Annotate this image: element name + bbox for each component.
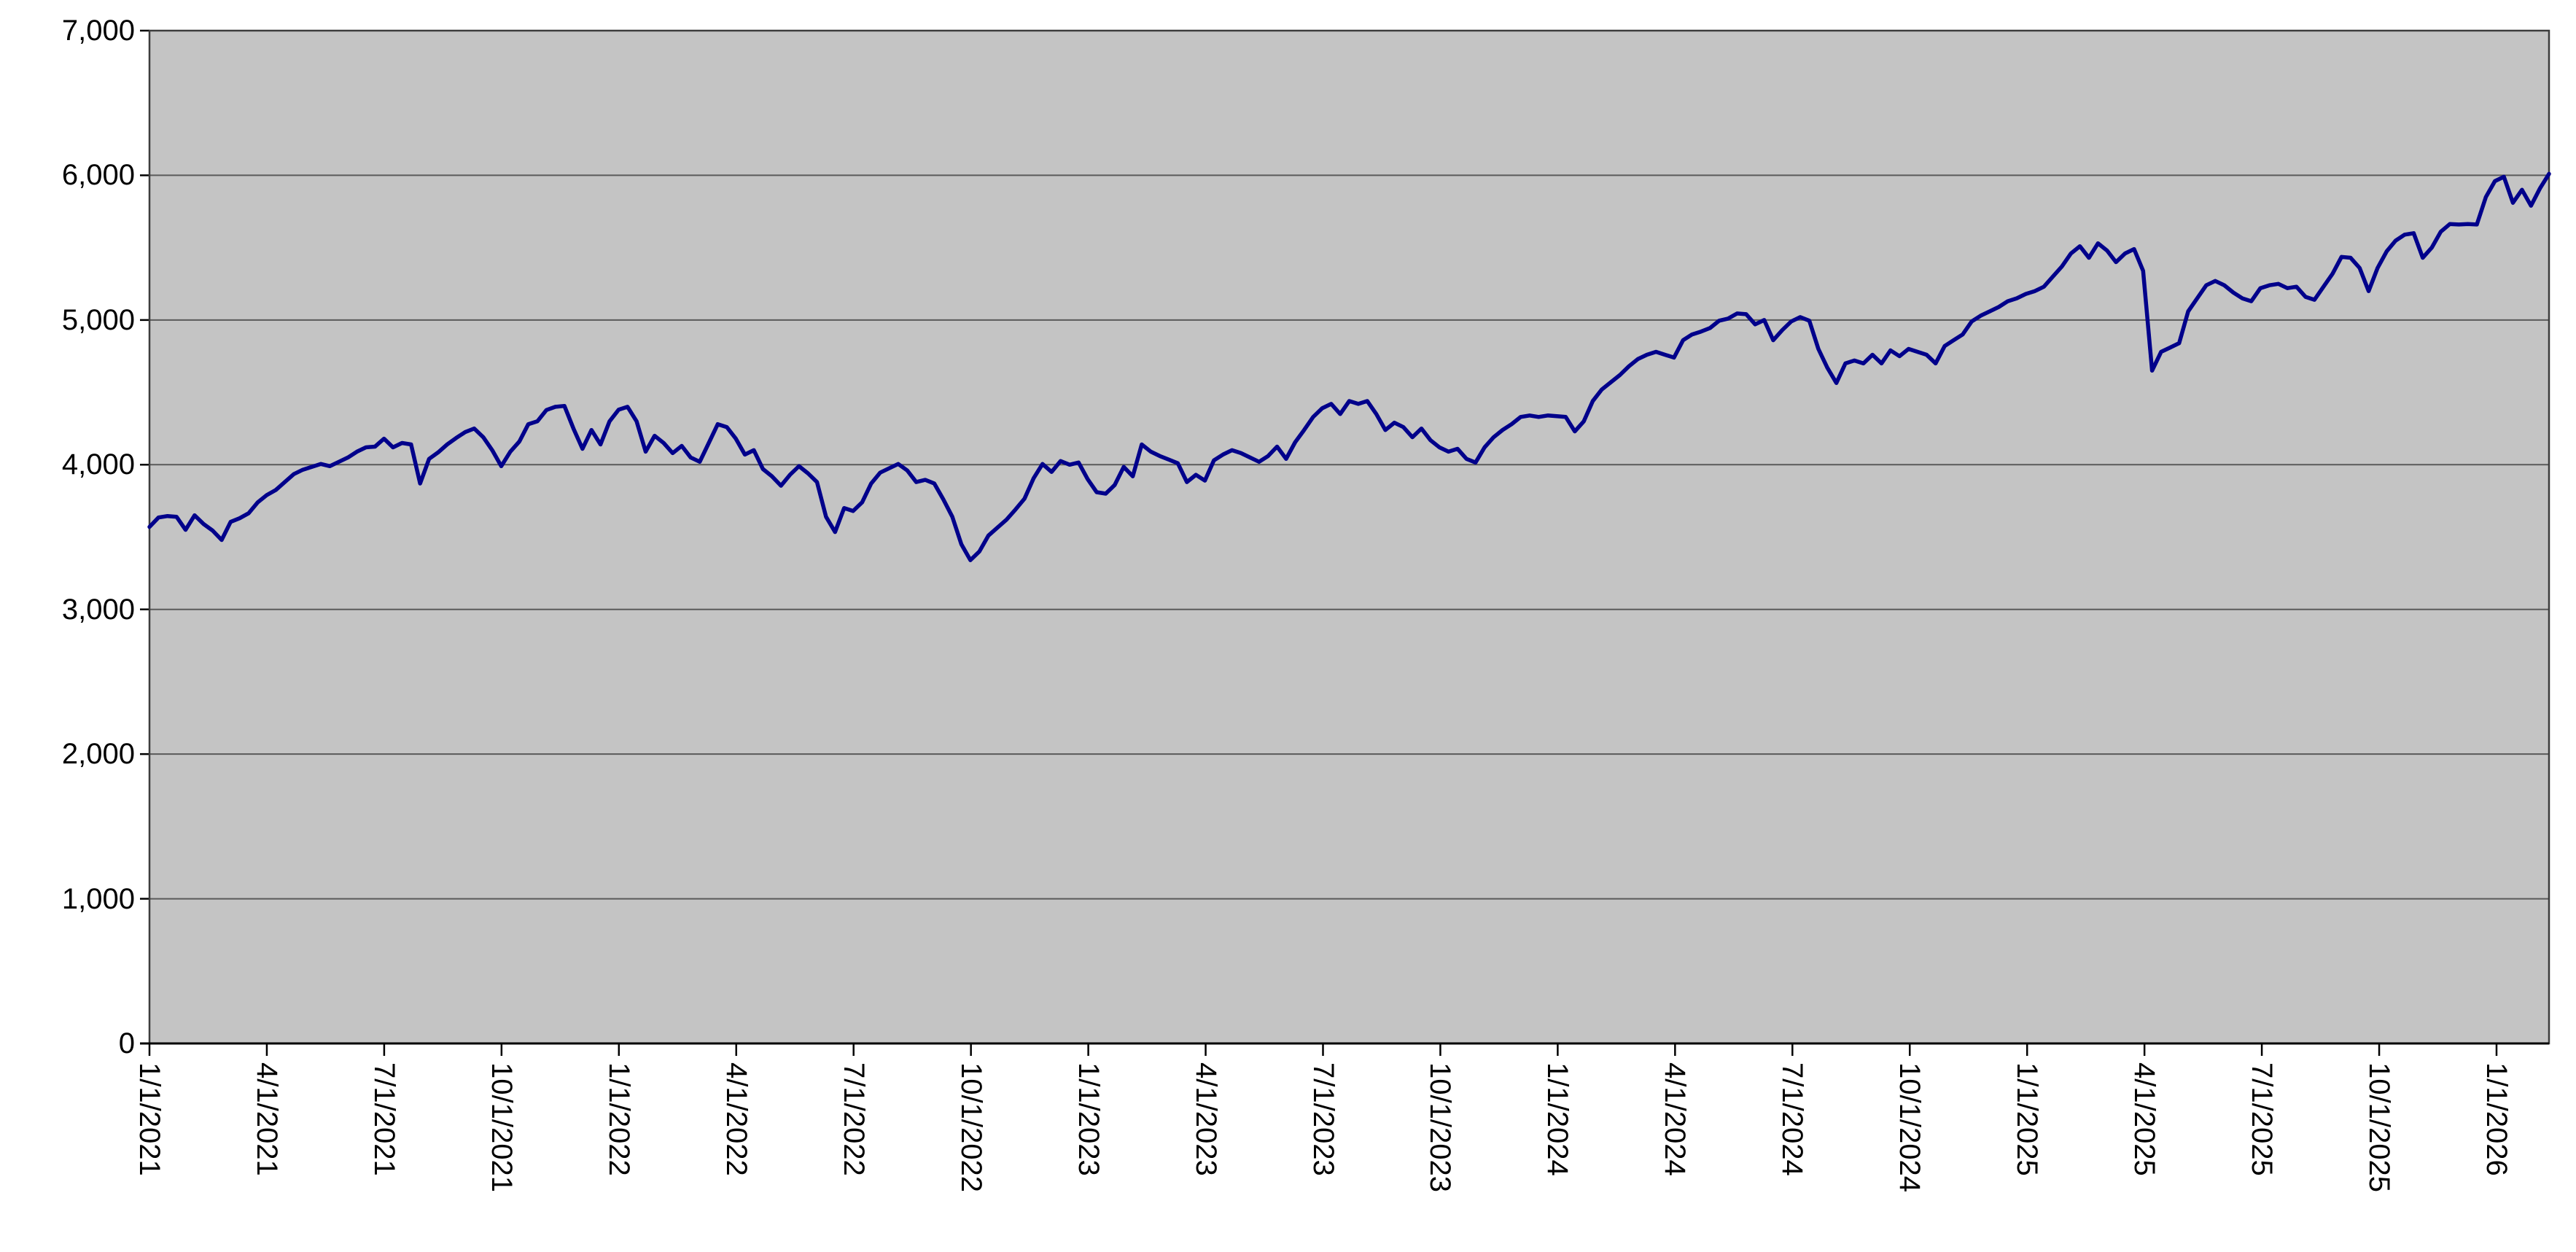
y-axis-tick-label: 3,000: [61, 593, 135, 626]
y-axis-tick-label: 0: [118, 1027, 135, 1059]
y-axis-tick-label: 5,000: [61, 303, 135, 336]
x-axis-tick-label: 7/1/2024: [1776, 1062, 1809, 1176]
y-axis-tick-label: 1,000: [61, 882, 135, 915]
x-axis-tick-label: 10/1/2025: [2363, 1062, 2396, 1192]
x-axis-tick-label: 10/1/2023: [1424, 1062, 1457, 1192]
x-axis-tick-label: 4/1/2024: [1659, 1062, 1692, 1176]
x-axis-tick-label: 1/1/2022: [602, 1062, 635, 1176]
x-axis-tick-label: 10/1/2022: [954, 1062, 987, 1192]
x-axis-tick-label: 10/1/2021: [485, 1062, 518, 1192]
price-line-series: [147, 171, 2551, 562]
x-axis-tick-label: 7/1/2022: [837, 1062, 870, 1176]
x-axis-tick-label: 10/1/2024: [1894, 1062, 1926, 1192]
x-axis-tick-label: 4/1/2022: [720, 1062, 752, 1176]
x-axis-tick-label: 1/1/2024: [1541, 1062, 1574, 1176]
plot-area: [149, 31, 2549, 1043]
y-axis-tick-label: 2,000: [61, 738, 135, 771]
y-axis-tick-label: 7,000: [61, 15, 135, 47]
x-axis-tick-label: 4/1/2021: [250, 1062, 283, 1176]
x-axis-tick-label: 1/1/2026: [2480, 1062, 2513, 1176]
x-axis-tick-label: 1/1/2021: [133, 1062, 166, 1176]
y-axis-tick-label: 4,000: [61, 448, 135, 481]
x-axis-tick-label: 7/1/2021: [367, 1062, 400, 1176]
x-axis-tick-label: 1/1/2025: [2011, 1062, 2044, 1176]
x-axis-tick-label: 4/1/2025: [2128, 1062, 2161, 1176]
x-axis-tick-label: 1/1/2023: [1072, 1062, 1105, 1176]
x-axis-tick-label: 7/1/2023: [1307, 1062, 1339, 1176]
y-axis-tick-label: 6,000: [61, 159, 135, 192]
x-axis-tick-label: 7/1/2025: [2246, 1062, 2279, 1176]
x-axis-tick-label: 4/1/2023: [1189, 1062, 1222, 1176]
